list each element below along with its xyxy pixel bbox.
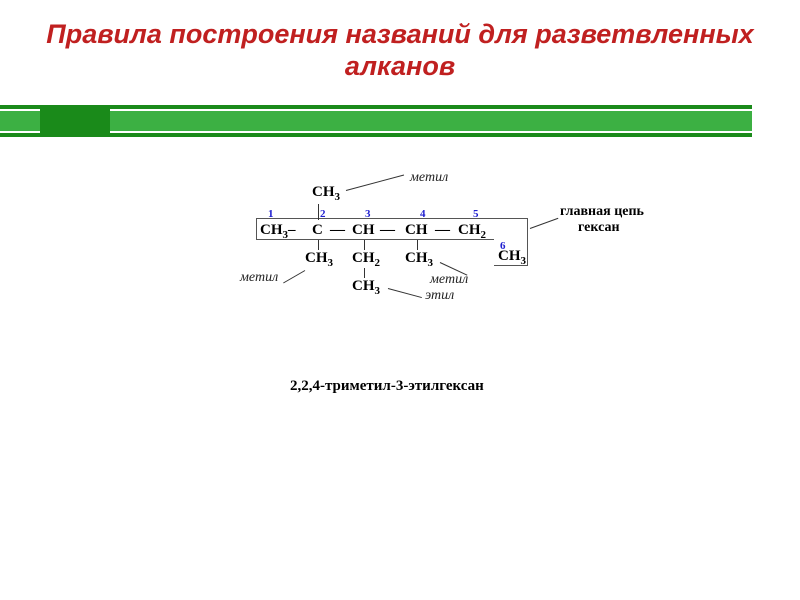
label-methyl-right: метил [430,272,468,288]
leader-line [283,270,305,283]
atom-number-2: 2 [320,208,326,220]
top-ch3: CH3 [312,184,340,203]
accent-bar-mid [0,111,752,131]
label-main-chain-2: гексан [578,220,620,236]
vbar [417,240,418,250]
main-c5: CH2 [458,222,486,241]
vbar [318,204,319,220]
atom-number-4: 4 [420,208,426,220]
vbar [318,240,319,250]
leader-line [346,174,404,190]
r2-c4: CH3 [405,250,433,269]
r3-c3: CH3 [352,278,380,297]
vbar [364,240,365,250]
atom-number-3: 3 [365,208,371,220]
main-c1: CH3– [260,222,296,241]
main-c2: C [312,222,323,239]
accent-bar-bot [0,133,752,137]
main-dash3: — [380,222,395,239]
r2-c2: CH3 [305,250,333,269]
main-c3: CH [352,222,375,239]
atom-number-5: 5 [473,208,479,220]
label-main-chain: главная цепь [560,204,644,220]
label-ethyl: этил [425,288,454,304]
r2-c6: CH3 [498,248,526,267]
leader-line [388,288,422,298]
accent-block [40,105,110,137]
label-methyl-top: метил [410,170,448,186]
chemistry-diagram: 1 2 3 4 5 6 CH3 метил CH3– C — CH — CH —… [260,180,740,360]
slide-title: Правила построения названий для разветвл… [0,0,800,91]
accent-bar-top [0,105,752,109]
compound-name: 2,2,4-триметил-3-этилгексан [290,378,484,395]
vbar [364,268,365,278]
leader-line [530,218,559,229]
main-c4: CH [405,222,428,239]
main-dash2: — [330,222,345,239]
r2-c3: CH2 [352,250,380,269]
main-dash4: — [435,222,450,239]
label-methyl-left: метил [240,270,278,286]
atom-number-1: 1 [268,208,274,220]
